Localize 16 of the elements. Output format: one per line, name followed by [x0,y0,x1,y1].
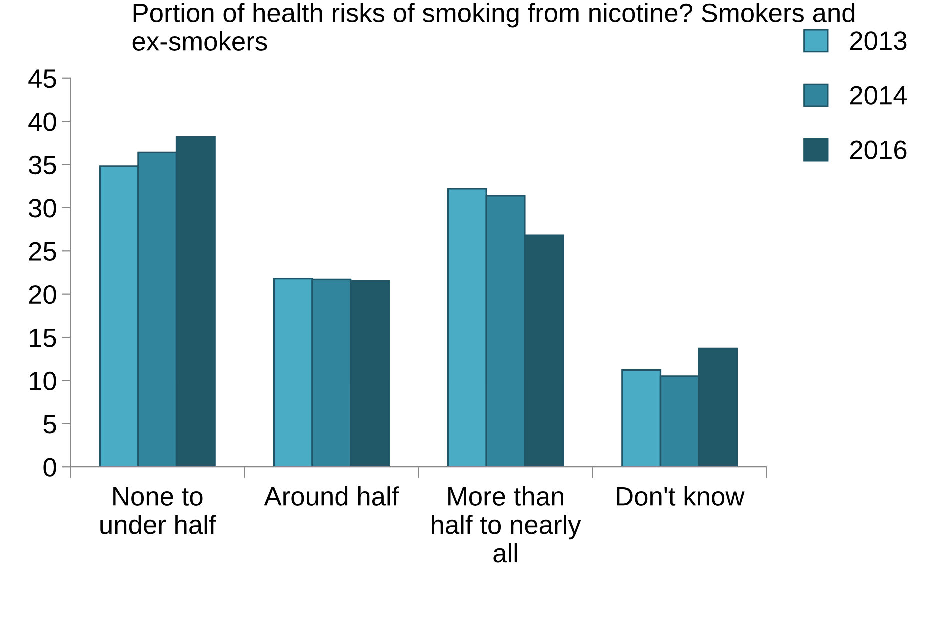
y-tick-label: 15 [30,328,56,348]
x-tick-label: None to under half [100,488,216,534]
y-tick-label: 5 [44,415,56,434]
legend-label: 2016 [850,140,907,160]
legend-label: 2014 [850,86,908,105]
x-tick-label: Don't know [617,486,745,506]
y-tick-label: 35 [29,156,56,175]
x-tick-label: Around half [264,486,400,506]
y-tick-label: 45 [28,70,56,88]
y-tick-label: 30 [29,199,56,218]
y-tick-label: 10 [30,372,56,391]
y-tick-label: 25 [29,242,56,261]
y-tick-label: 0 [44,458,56,477]
x-tick-label: More than half to nearly all [432,486,582,563]
y-tick-label: 20 [29,285,56,304]
y-tick-label: 40 [28,112,56,132]
